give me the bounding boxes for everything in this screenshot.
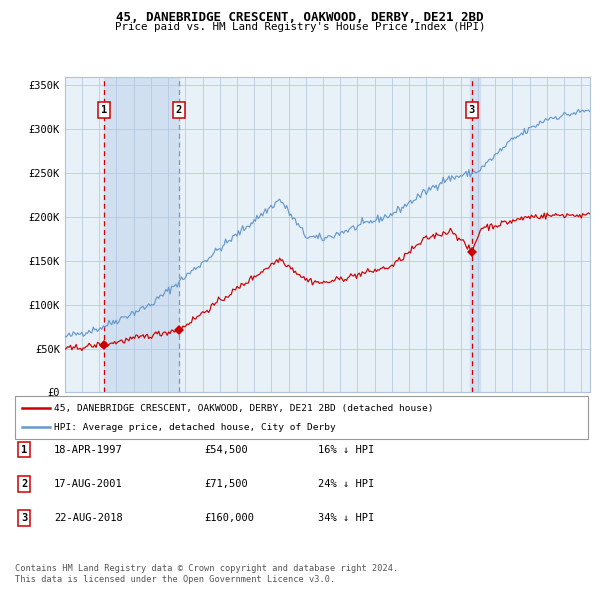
Text: 3: 3 — [469, 105, 475, 115]
Text: This data is licensed under the Open Government Licence v3.0.: This data is licensed under the Open Gov… — [15, 575, 335, 584]
Text: 1: 1 — [21, 445, 27, 454]
Text: 16% ↓ HPI: 16% ↓ HPI — [318, 445, 374, 454]
Text: £160,000: £160,000 — [204, 513, 254, 523]
Text: 34% ↓ HPI: 34% ↓ HPI — [318, 513, 374, 523]
Text: £71,500: £71,500 — [204, 479, 248, 489]
Text: 45, DANEBRIDGE CRESCENT, OAKWOOD, DERBY, DE21 2BD (detached house): 45, DANEBRIDGE CRESCENT, OAKWOOD, DERBY,… — [54, 404, 433, 413]
Text: 2: 2 — [21, 479, 27, 489]
Text: 2: 2 — [176, 105, 182, 115]
Bar — [104, 77, 179, 392]
Text: Price paid vs. HM Land Registry's House Price Index (HPI): Price paid vs. HM Land Registry's House … — [115, 22, 485, 32]
Text: 17-AUG-2001: 17-AUG-2001 — [54, 479, 123, 489]
Bar — [470, 77, 481, 392]
Text: 18-APR-1997: 18-APR-1997 — [54, 445, 123, 454]
Text: Contains HM Land Registry data © Crown copyright and database right 2024.: Contains HM Land Registry data © Crown c… — [15, 565, 398, 573]
Text: 3: 3 — [21, 513, 27, 523]
Text: 22-AUG-2018: 22-AUG-2018 — [54, 513, 123, 523]
Text: HPI: Average price, detached house, City of Derby: HPI: Average price, detached house, City… — [54, 422, 336, 431]
Text: £54,500: £54,500 — [204, 445, 248, 454]
Text: 45, DANEBRIDGE CRESCENT, OAKWOOD, DERBY, DE21 2BD: 45, DANEBRIDGE CRESCENT, OAKWOOD, DERBY,… — [116, 11, 484, 24]
Text: 1: 1 — [101, 105, 107, 115]
Text: 24% ↓ HPI: 24% ↓ HPI — [318, 479, 374, 489]
